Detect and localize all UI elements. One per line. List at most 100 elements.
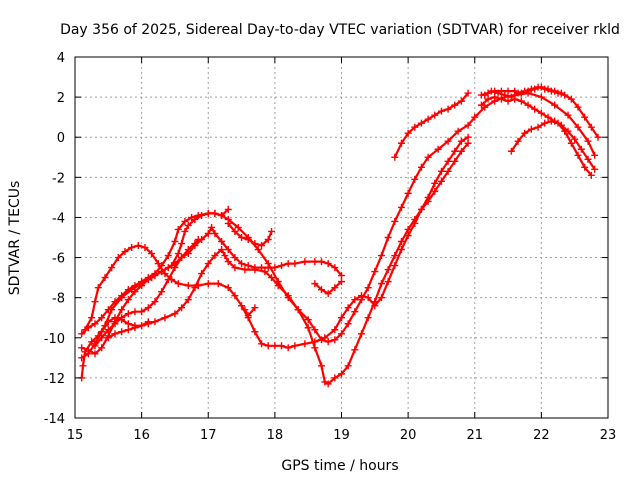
y-axis-label: SDTVAR / TECUs (7, 181, 23, 296)
data-point (484, 89, 492, 97)
data-point (174, 280, 182, 288)
data-point (251, 328, 259, 336)
data-point (431, 187, 439, 195)
data-point (551, 87, 559, 95)
data-point (324, 260, 332, 268)
data-point (191, 284, 199, 292)
data-point (567, 95, 575, 103)
data-point (261, 268, 269, 276)
y-tick-label: -12 (44, 372, 65, 387)
data-point (98, 314, 106, 322)
data-point (204, 260, 212, 268)
data-point (171, 310, 179, 318)
data-point (268, 274, 276, 282)
y-tick-label: -6 (52, 252, 65, 267)
data-point (271, 342, 279, 350)
data-point (444, 157, 452, 165)
data-point (451, 157, 459, 165)
data-point (164, 276, 172, 284)
data-point (278, 262, 286, 270)
x-tick-label: 23 (600, 428, 617, 443)
data-point (161, 314, 169, 322)
series-track-14 (507, 117, 595, 179)
data-point (188, 213, 196, 221)
data-point (118, 306, 126, 314)
data-point (164, 252, 172, 260)
data-point (79, 362, 87, 370)
data-point (84, 350, 92, 358)
data-point (114, 254, 122, 262)
data-point (241, 306, 249, 314)
data-point (271, 264, 279, 272)
data-point (377, 280, 385, 288)
data-point (91, 342, 99, 350)
data-point (294, 306, 302, 314)
data-point (118, 328, 126, 336)
data-point (574, 103, 582, 111)
y-tick-label: -8 (52, 292, 65, 307)
data-point (511, 87, 519, 95)
data-point (144, 274, 152, 282)
data-point (104, 334, 112, 342)
data-point (131, 282, 139, 290)
data-point (124, 296, 132, 304)
data-point (224, 284, 232, 292)
data-point (234, 223, 242, 231)
x-tick-label: 18 (267, 428, 284, 443)
data-point (264, 264, 272, 272)
data-point (464, 121, 472, 129)
data-point (504, 87, 512, 95)
data-point (144, 304, 152, 312)
series-track-6 (91, 236, 202, 350)
data-point (397, 246, 405, 254)
data-point (444, 137, 452, 145)
data-point (278, 342, 286, 350)
data-point (238, 260, 246, 268)
data-point (241, 266, 249, 274)
data-point (284, 292, 292, 300)
data-point (134, 242, 142, 250)
data-point (444, 167, 452, 175)
series-markers (480, 95, 597, 171)
data-point (534, 123, 542, 131)
data-point (424, 153, 432, 161)
data-point (224, 246, 232, 254)
data-point (351, 308, 359, 316)
data-point (181, 227, 189, 235)
data-point (91, 320, 99, 328)
data-point (571, 135, 579, 143)
data-point (457, 137, 465, 145)
data-point (304, 324, 312, 332)
data-point (501, 91, 509, 99)
data-point (554, 119, 562, 127)
x-tick-label: 15 (67, 428, 84, 443)
data-point (404, 129, 412, 137)
series-line (227, 222, 273, 247)
data-point (111, 330, 119, 338)
data-point (557, 89, 565, 97)
data-point (574, 151, 582, 159)
data-point (78, 330, 86, 338)
data-point (491, 93, 499, 101)
data-point (364, 284, 372, 292)
data-point (141, 244, 149, 252)
x-tick-label: 20 (400, 428, 417, 443)
data-point (437, 107, 445, 115)
data-point (404, 189, 412, 197)
data-point (311, 258, 319, 266)
data-point (98, 328, 106, 336)
data-point (477, 91, 485, 99)
data-point (431, 179, 439, 187)
data-point (178, 240, 186, 248)
data-point (214, 280, 222, 288)
data-point (537, 83, 545, 91)
data-point (131, 288, 139, 296)
x-tick-label: 21 (466, 428, 483, 443)
data-point (211, 209, 219, 217)
data-point (424, 115, 432, 123)
data-point (594, 133, 602, 141)
data-point (544, 113, 552, 121)
data-point (584, 155, 592, 163)
data-point (221, 252, 229, 260)
data-point (154, 260, 162, 268)
